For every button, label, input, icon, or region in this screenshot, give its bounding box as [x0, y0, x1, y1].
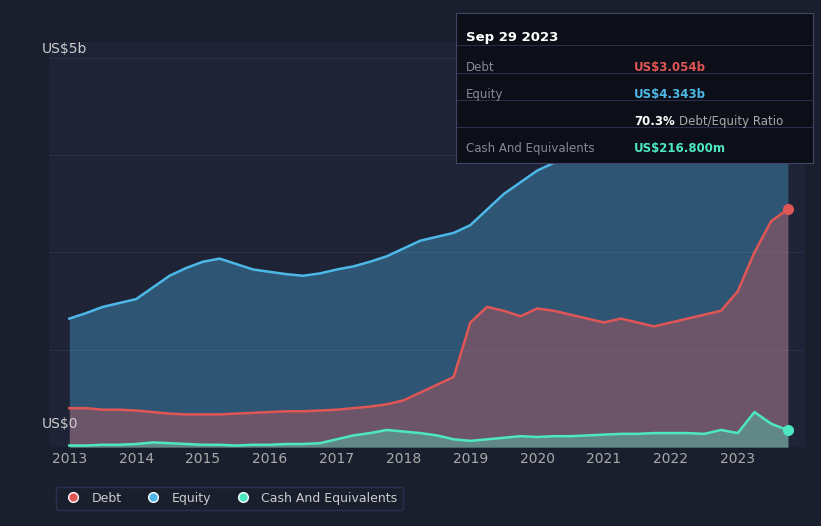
- Text: US$216.800m: US$216.800m: [635, 142, 727, 155]
- Legend: Debt, Equity, Cash And Equivalents: Debt, Equity, Cash And Equivalents: [56, 487, 402, 510]
- Text: Equity: Equity: [466, 88, 504, 101]
- Text: US$3.054b: US$3.054b: [635, 61, 706, 74]
- Text: US$5b: US$5b: [42, 42, 87, 56]
- Text: Cash And Equivalents: Cash And Equivalents: [466, 142, 595, 155]
- Text: Debt: Debt: [466, 61, 495, 74]
- Text: Debt/Equity Ratio: Debt/Equity Ratio: [679, 115, 783, 128]
- Text: US$4.343b: US$4.343b: [635, 88, 706, 101]
- Text: Sep 29 2023: Sep 29 2023: [466, 31, 559, 44]
- Text: 70.3%: 70.3%: [635, 115, 675, 128]
- Text: US$0: US$0: [42, 417, 78, 431]
